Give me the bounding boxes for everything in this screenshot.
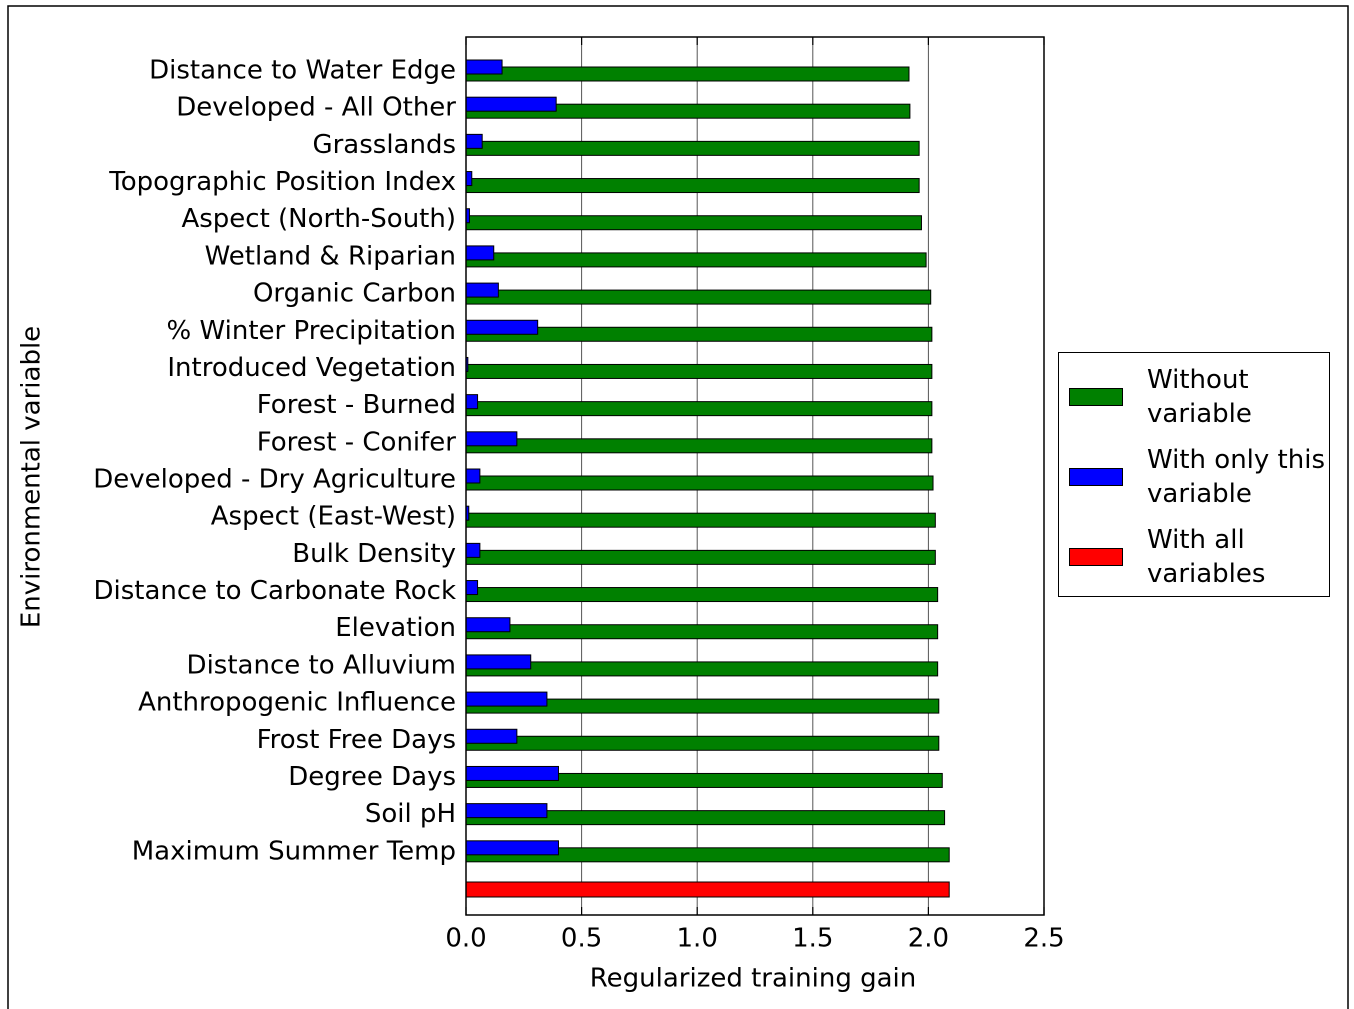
y-tick-label: Forest - Burned: [257, 390, 456, 420]
x-axis-label: Regularized training gain: [590, 964, 917, 994]
frame: [7, 5, 1349, 1009]
legend: Without variable With only this variable W…: [1058, 352, 1330, 597]
bar: [465, 394, 479, 410]
bar: [465, 282, 499, 298]
y-tick-label: Forest - Conifer: [257, 427, 457, 457]
legend-item: With all variables: [1069, 523, 1327, 591]
y-tick-label: Maximum Summer Temp: [132, 836, 456, 866]
bar: [465, 765, 559, 781]
bar: [465, 542, 481, 558]
x-tick-label: 1.5: [792, 924, 833, 954]
bar: [465, 840, 559, 856]
x-tick-label: 0.0: [445, 924, 486, 954]
y-tick-label: Anthropogenic Influence: [138, 688, 456, 718]
y-tick-label: Grasslands: [312, 130, 456, 160]
y-tick-label: Bulk Density: [292, 539, 456, 569]
y-tick-label: Aspect (North-South): [181, 204, 456, 234]
bar: [465, 140, 920, 156]
bar: [465, 691, 548, 707]
bar: [465, 178, 920, 194]
legend-swatch: [1069, 548, 1123, 566]
bar: [465, 654, 532, 670]
y-tick-label: Developed - Dry Agriculture: [93, 465, 456, 495]
plot-border: [465, 36, 1045, 916]
bar: [465, 803, 548, 819]
y-tick-label: Distance to Carbonate Rock: [93, 576, 456, 606]
bar: [465, 728, 518, 744]
bar: [465, 587, 939, 603]
y-tick-label: Elevation: [335, 613, 456, 643]
bar: [465, 171, 473, 187]
y-tick-label: Frost Free Days: [257, 725, 456, 755]
bar: [465, 468, 481, 484]
bar: [465, 401, 933, 417]
legend-swatch: [1069, 468, 1123, 486]
bar: [465, 245, 495, 261]
y-tick-label: Degree Days: [288, 762, 456, 792]
bar: [465, 431, 518, 447]
y-tick-label: Distance to Water Edge: [149, 56, 456, 86]
legend-label: With all variables: [1147, 525, 1266, 589]
bar: [465, 624, 939, 640]
bar: [465, 66, 910, 82]
y-tick-label: Aspect (East-West): [211, 502, 456, 532]
x-tick-label: 2.5: [1023, 924, 1064, 954]
y-tick-label: Topographic Position Index: [108, 167, 456, 197]
y-tick-label: Soil pH: [365, 799, 456, 829]
bar: [465, 580, 479, 596]
bar: [465, 661, 939, 677]
x-tick-label: 1.0: [677, 924, 718, 954]
legend-item: Without variable: [1069, 363, 1327, 431]
bar: [465, 881, 950, 898]
y-tick-label: Introduced Vegetation: [167, 353, 456, 383]
y-axis-label: Environmental variable: [17, 326, 47, 628]
y-tick-label: Wetland & Riparian: [205, 241, 456, 271]
legend-label: With only this variable: [1147, 445, 1326, 509]
legend-swatch: [1069, 388, 1123, 406]
bar: [465, 735, 940, 751]
bar: [465, 289, 932, 305]
bar: [465, 96, 557, 112]
bar: [465, 319, 539, 335]
bar: [465, 438, 933, 454]
bar: [465, 252, 927, 268]
bar: [465, 215, 922, 231]
y-tick-label: Developed - All Other: [176, 93, 456, 123]
bar: [465, 512, 936, 528]
legend-label: Without variable: [1147, 365, 1252, 429]
bar: [465, 363, 933, 379]
bar: [465, 475, 934, 491]
x-tick-label: 0.5: [561, 924, 602, 954]
y-tick-label: Organic Carbon: [253, 279, 456, 309]
bar: [465, 59, 503, 75]
bar: [465, 133, 483, 149]
legend-item: With only this variable: [1069, 443, 1327, 511]
y-tick-label: % Winter Precipitation: [167, 316, 456, 346]
x-tick-label: 2.0: [908, 924, 949, 954]
bar: [465, 617, 511, 633]
y-tick-label: Distance to Alluvium: [187, 650, 456, 680]
bar: [465, 549, 936, 565]
